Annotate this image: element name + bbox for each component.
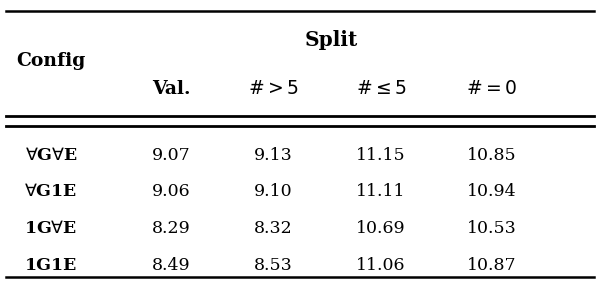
Text: 8.49: 8.49 bbox=[152, 257, 190, 275]
Text: 10.69: 10.69 bbox=[356, 220, 406, 237]
Text: $\forall$G$\forall$E: $\forall$G$\forall$E bbox=[25, 147, 77, 164]
Text: 8.53: 8.53 bbox=[254, 257, 292, 275]
Text: 10.85: 10.85 bbox=[467, 147, 517, 164]
Text: 11.11: 11.11 bbox=[356, 183, 406, 200]
Text: 10.94: 10.94 bbox=[467, 183, 517, 200]
Text: 9.13: 9.13 bbox=[254, 147, 292, 164]
Text: 9.10: 9.10 bbox=[254, 183, 292, 200]
Text: Config: Config bbox=[16, 53, 86, 70]
Text: 1G$\forall$E: 1G$\forall$E bbox=[25, 220, 77, 237]
Text: $\forall$G1E: $\forall$G1E bbox=[25, 183, 77, 200]
Text: 8.29: 8.29 bbox=[152, 220, 190, 237]
Text: 10.87: 10.87 bbox=[467, 257, 517, 275]
Text: Split: Split bbox=[305, 30, 358, 50]
Text: 10.53: 10.53 bbox=[467, 220, 517, 237]
Text: $\#>5$: $\#>5$ bbox=[248, 80, 298, 98]
Text: Val.: Val. bbox=[152, 80, 190, 98]
Text: 9.07: 9.07 bbox=[152, 147, 190, 164]
Text: 11.15: 11.15 bbox=[356, 147, 406, 164]
Text: 11.06: 11.06 bbox=[356, 257, 406, 275]
Text: $\#\leq5$: $\#\leq5$ bbox=[356, 80, 406, 98]
Text: $\#=0$: $\#=0$ bbox=[466, 80, 518, 98]
Text: 9.06: 9.06 bbox=[152, 183, 190, 200]
Text: 1G1E: 1G1E bbox=[25, 257, 77, 275]
Text: 8.32: 8.32 bbox=[254, 220, 292, 237]
